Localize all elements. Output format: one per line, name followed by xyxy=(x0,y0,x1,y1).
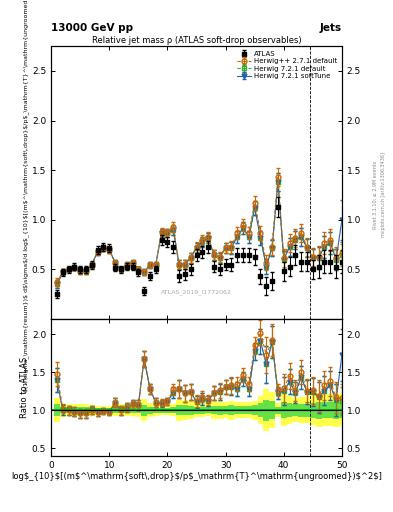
Y-axis label: $(1/\sigma_\mathrm{resum})$ d$\sigma$/d log$_{10}$[(m$^\mathrm{soft\,drop}$/p$_\: $(1/\sigma_\mathrm{resum})$ d$\sigma$/d … xyxy=(24,0,29,392)
Text: Rivet 3.1.10; ≥ 2.9M events: Rivet 3.1.10; ≥ 2.9M events xyxy=(373,160,378,229)
Text: ATLAS_2019_I1772062: ATLAS_2019_I1772062 xyxy=(161,289,232,295)
Text: mcplots.cern.ch [arXiv:1306.3436]: mcplots.cern.ch [arXiv:1306.3436] xyxy=(381,152,386,237)
Title: Relative jet mass ρ (ATLAS soft-drop observables): Relative jet mass ρ (ATLAS soft-drop obs… xyxy=(92,36,301,45)
X-axis label: log$_{10}$[(m$^\mathrm{soft\,drop}$/p$_\mathrm{T}^\mathrm{ungroomed})$^2$]: log$_{10}$[(m$^\mathrm{soft\,drop}$/p$_\… xyxy=(11,472,382,481)
Y-axis label: Ratio to ATLAS: Ratio to ATLAS xyxy=(20,357,29,418)
Text: Jets: Jets xyxy=(320,23,342,33)
Legend: ATLAS, Herwig++ 2.7.1 default, Herwig 7.2.1 default, Herwig 7.2.1 softTune: ATLAS, Herwig++ 2.7.1 default, Herwig 7.… xyxy=(236,50,338,80)
Text: 13000 GeV pp: 13000 GeV pp xyxy=(51,23,133,33)
